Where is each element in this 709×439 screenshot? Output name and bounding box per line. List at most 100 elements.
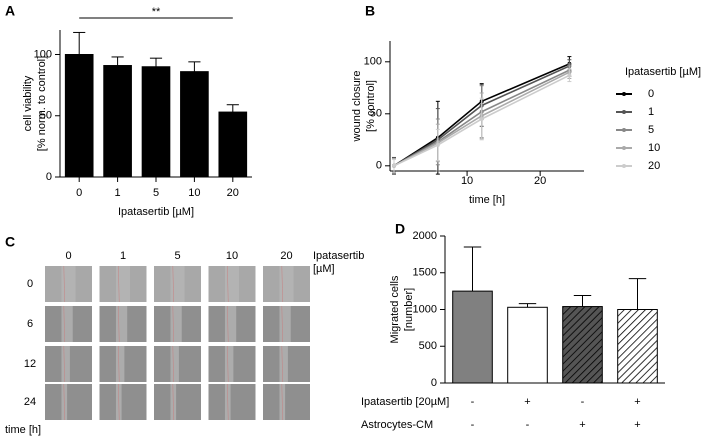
column-label: 0 [65,250,71,262]
point [567,73,572,78]
wound-edge [63,345,66,383]
y-axis-label: [number] [403,288,415,331]
micrograph-wound [170,266,185,302]
factor-value: + [634,396,640,408]
y-tick-label: 1500 [413,267,437,279]
row-label: 0 [27,278,33,290]
column-label: 5 [174,250,180,262]
wound-edge [63,383,66,421]
series-line [393,74,570,167]
legend-label: 20 [648,160,660,172]
micrograph-wound [279,266,294,302]
wound-edge [63,265,66,303]
series-line [393,65,570,167]
y-tick-label: 0 [376,160,382,172]
factor-value: + [634,419,640,431]
factor-name: Ipatasertib [20µM] [361,396,449,408]
micrograph [45,384,92,420]
legend-marker [622,128,626,132]
x-axis-label: Ipatasertib [µM] [118,206,194,218]
panel-label: D [395,221,405,237]
point [479,117,484,121]
y-axis-label: wound closure [351,71,363,143]
y-tick-label: 2000 [413,230,437,242]
y-axis-label: [% control] [365,80,377,132]
micrograph-wound [279,346,288,382]
micrograph [208,384,256,420]
factor-value: - [471,396,475,408]
wound-edge [118,345,120,383]
micrograph-wound [224,306,237,342]
micrograph [99,384,147,420]
x-tick-label: 10 [188,187,200,199]
x-tick-label: 5 [153,187,159,199]
legend-label: 5 [648,124,654,136]
bar [452,290,493,384]
wound-edge [227,383,229,421]
wound-edge [63,305,66,343]
wound-edge [172,383,175,421]
micrograph-wound [224,346,234,382]
y-tick-label: 100 [364,56,382,68]
y-tick-label: 0 [46,171,52,183]
y-tick-label: 500 [419,340,437,352]
y-tick-label: 1000 [413,303,437,315]
wound-edge [118,383,120,421]
micrograph-wound [224,266,240,302]
wound-edge [281,305,284,343]
micrograph-wound [115,306,128,342]
factor-value: + [524,396,530,408]
wound-edge [172,265,175,303]
micrograph-wound [279,306,291,342]
factor-value: + [579,419,585,431]
legend-marker [622,164,626,168]
factor-name: Astrocytes-CM [361,419,433,431]
wound-edge [281,265,284,303]
legend-marker [622,146,626,150]
point [435,143,440,147]
x-tick-label: 20 [227,187,239,199]
row-label: 6 [27,318,33,330]
micrograph-wound [61,346,70,382]
y-axis-label: [% norm. to control] [36,56,48,151]
wound-edge [118,265,120,303]
wound-edge [172,305,175,343]
series-line [393,71,570,167]
column-title: Ipatasertib [313,250,364,262]
x-tick-label: 10 [461,175,473,187]
bar [617,309,658,384]
significance-label: ** [152,6,161,18]
micrograph [263,384,310,420]
legend-marker [622,110,626,114]
wound-edge [281,345,284,383]
y-axis-label: cell viability [22,75,34,131]
x-tick-label: 1 [115,187,121,199]
panel-label: C [5,234,15,250]
bar [103,65,132,178]
bar [180,71,209,178]
bar [141,66,171,178]
factor-value: - [471,419,475,431]
wound-edge [172,345,175,383]
panel-label: A [5,3,15,19]
micrograph-wound [170,346,179,382]
row-label: 12 [24,358,36,370]
y-tick-label: 100 [34,48,52,60]
x-axis-label: time [h] [469,194,505,206]
point [392,163,396,168]
row-label: 24 [24,396,36,408]
series-line [393,63,570,167]
column-label: 1 [120,250,126,262]
bar [218,111,248,178]
micrograph-wound [170,306,182,342]
x-tick-label: 20 [534,175,546,187]
micrograph-wound [115,346,125,382]
micrograph [154,384,201,420]
bar [562,306,603,384]
row-title: time [h] [5,424,41,436]
legend-label: 0 [648,88,654,100]
y-axis-label: Migrated cells [389,275,401,343]
wound-edge [227,345,229,383]
